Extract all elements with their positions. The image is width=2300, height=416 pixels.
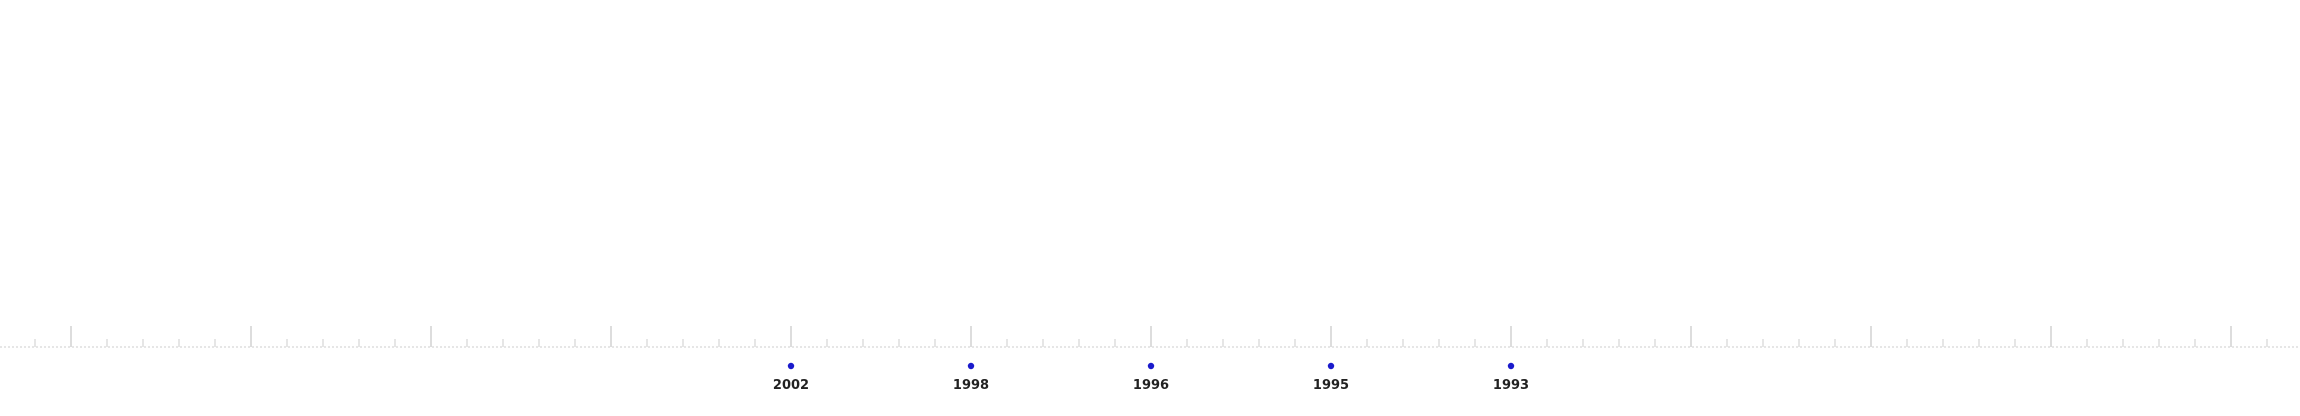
event-marker[interactable] — [1507, 362, 1515, 370]
event-year-label: 2002 — [773, 378, 809, 393]
event-marker[interactable] — [967, 362, 975, 370]
event-year-label: 1998 — [953, 378, 989, 393]
event-marker[interactable] — [1327, 362, 1335, 370]
event-year-label: 1996 — [1133, 378, 1169, 393]
event-marker[interactable] — [787, 362, 795, 370]
event-year-label: 1993 — [1493, 378, 1529, 393]
timeline-event[interactable]: 2002 — [773, 362, 809, 393]
timeline-ticks — [34, 326, 2268, 347]
timeline-event[interactable]: 1995 — [1313, 362, 1349, 393]
event-marker[interactable] — [1147, 362, 1155, 370]
timeline-event[interactable]: 1998 — [953, 362, 989, 393]
timeline-event[interactable]: 1996 — [1133, 362, 1169, 393]
timeline-event[interactable]: 1993 — [1493, 362, 1529, 393]
event-year-label: 1995 — [1313, 378, 1349, 393]
timeline-events: 2002 1998 1996 1995 1993 — [773, 362, 1529, 393]
